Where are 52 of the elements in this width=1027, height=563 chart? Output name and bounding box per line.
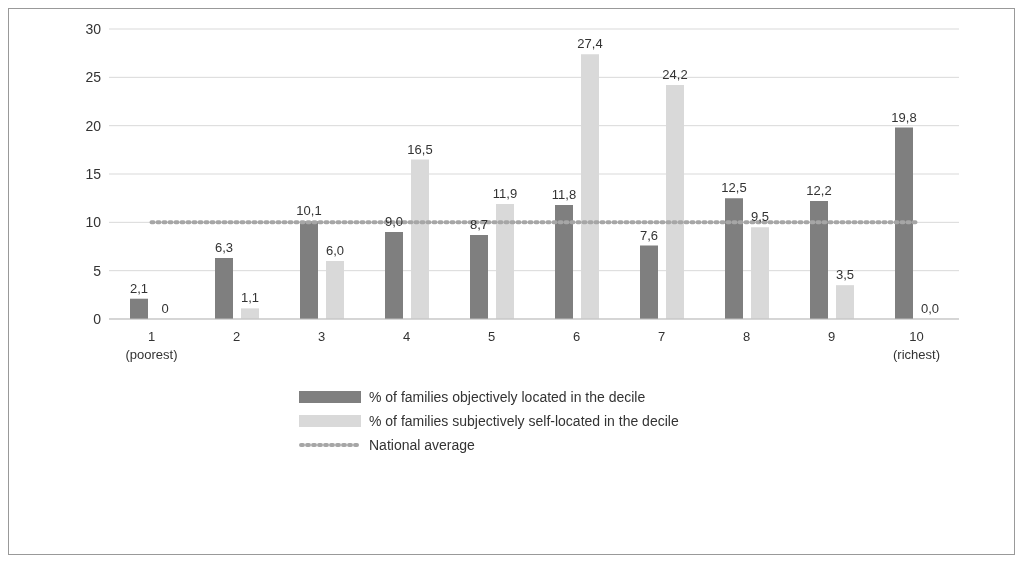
legend-label: National average (369, 437, 475, 453)
data-label: 3,5 (835, 267, 855, 283)
data-label: 7,6 (639, 227, 659, 243)
bar (470, 234, 488, 319)
x-tick-label: 8 (742, 329, 751, 344)
data-label: 24,2 (662, 67, 688, 83)
data-label: 8,7 (469, 216, 489, 232)
data-label: 12,2 (806, 183, 832, 199)
data-label: 6,3 (214, 240, 234, 256)
y-tick-label: 25 (85, 69, 102, 86)
data-label: 12,5 (721, 180, 747, 196)
data-label: 0 (161, 300, 169, 316)
legend-label: % of families objectively located in the decile (369, 389, 646, 405)
data-label: 19,8 (891, 109, 917, 125)
y-tick-label: 0 (93, 310, 102, 327)
x-tick-label: 2 (232, 329, 241, 344)
x-tick-label: 9 (827, 329, 836, 344)
bar (555, 204, 573, 319)
bar (241, 308, 259, 319)
x-tick-label: 10 (richest) (893, 329, 940, 362)
data-label: 11,9 (492, 185, 518, 201)
y-tick-label: 10 (85, 214, 102, 231)
x-tick-label: 4 (402, 329, 411, 344)
data-label: 9,5 (750, 209, 770, 225)
bar (640, 245, 658, 319)
data-label: 27,4 (577, 36, 603, 52)
bar (130, 298, 148, 319)
data-label: 11,8 (551, 186, 577, 202)
data-label: 6,0 (325, 243, 345, 258)
bar (895, 127, 913, 319)
y-tick-label: 20 (85, 117, 102, 134)
bar (725, 198, 743, 319)
bar (300, 221, 318, 319)
bar (836, 285, 854, 319)
data-label: 1,1 (240, 290, 260, 306)
data-label: 10,1 (296, 203, 322, 219)
bar (385, 232, 403, 319)
x-tick-label: 5 (487, 329, 496, 344)
x-tick-label: 3 (317, 329, 326, 344)
bar (810, 201, 828, 319)
x-tick-label: 1 (poorest) (125, 329, 178, 362)
y-tick-label: 5 (93, 262, 102, 279)
x-tick-label: 6 (572, 329, 581, 344)
y-tick-label: 15 (85, 165, 102, 182)
data-label: 2,1 (129, 280, 149, 296)
legend-label: % of families subjectively self-located in the decile (369, 413, 679, 429)
data-label: 16,5 (407, 141, 433, 157)
data-label: 0,0 (920, 300, 940, 316)
x-tick-label: 7 (657, 329, 666, 344)
data-label: 9,0 (384, 214, 404, 229)
y-tick-label: 30 (85, 20, 102, 37)
bar (215, 258, 233, 319)
